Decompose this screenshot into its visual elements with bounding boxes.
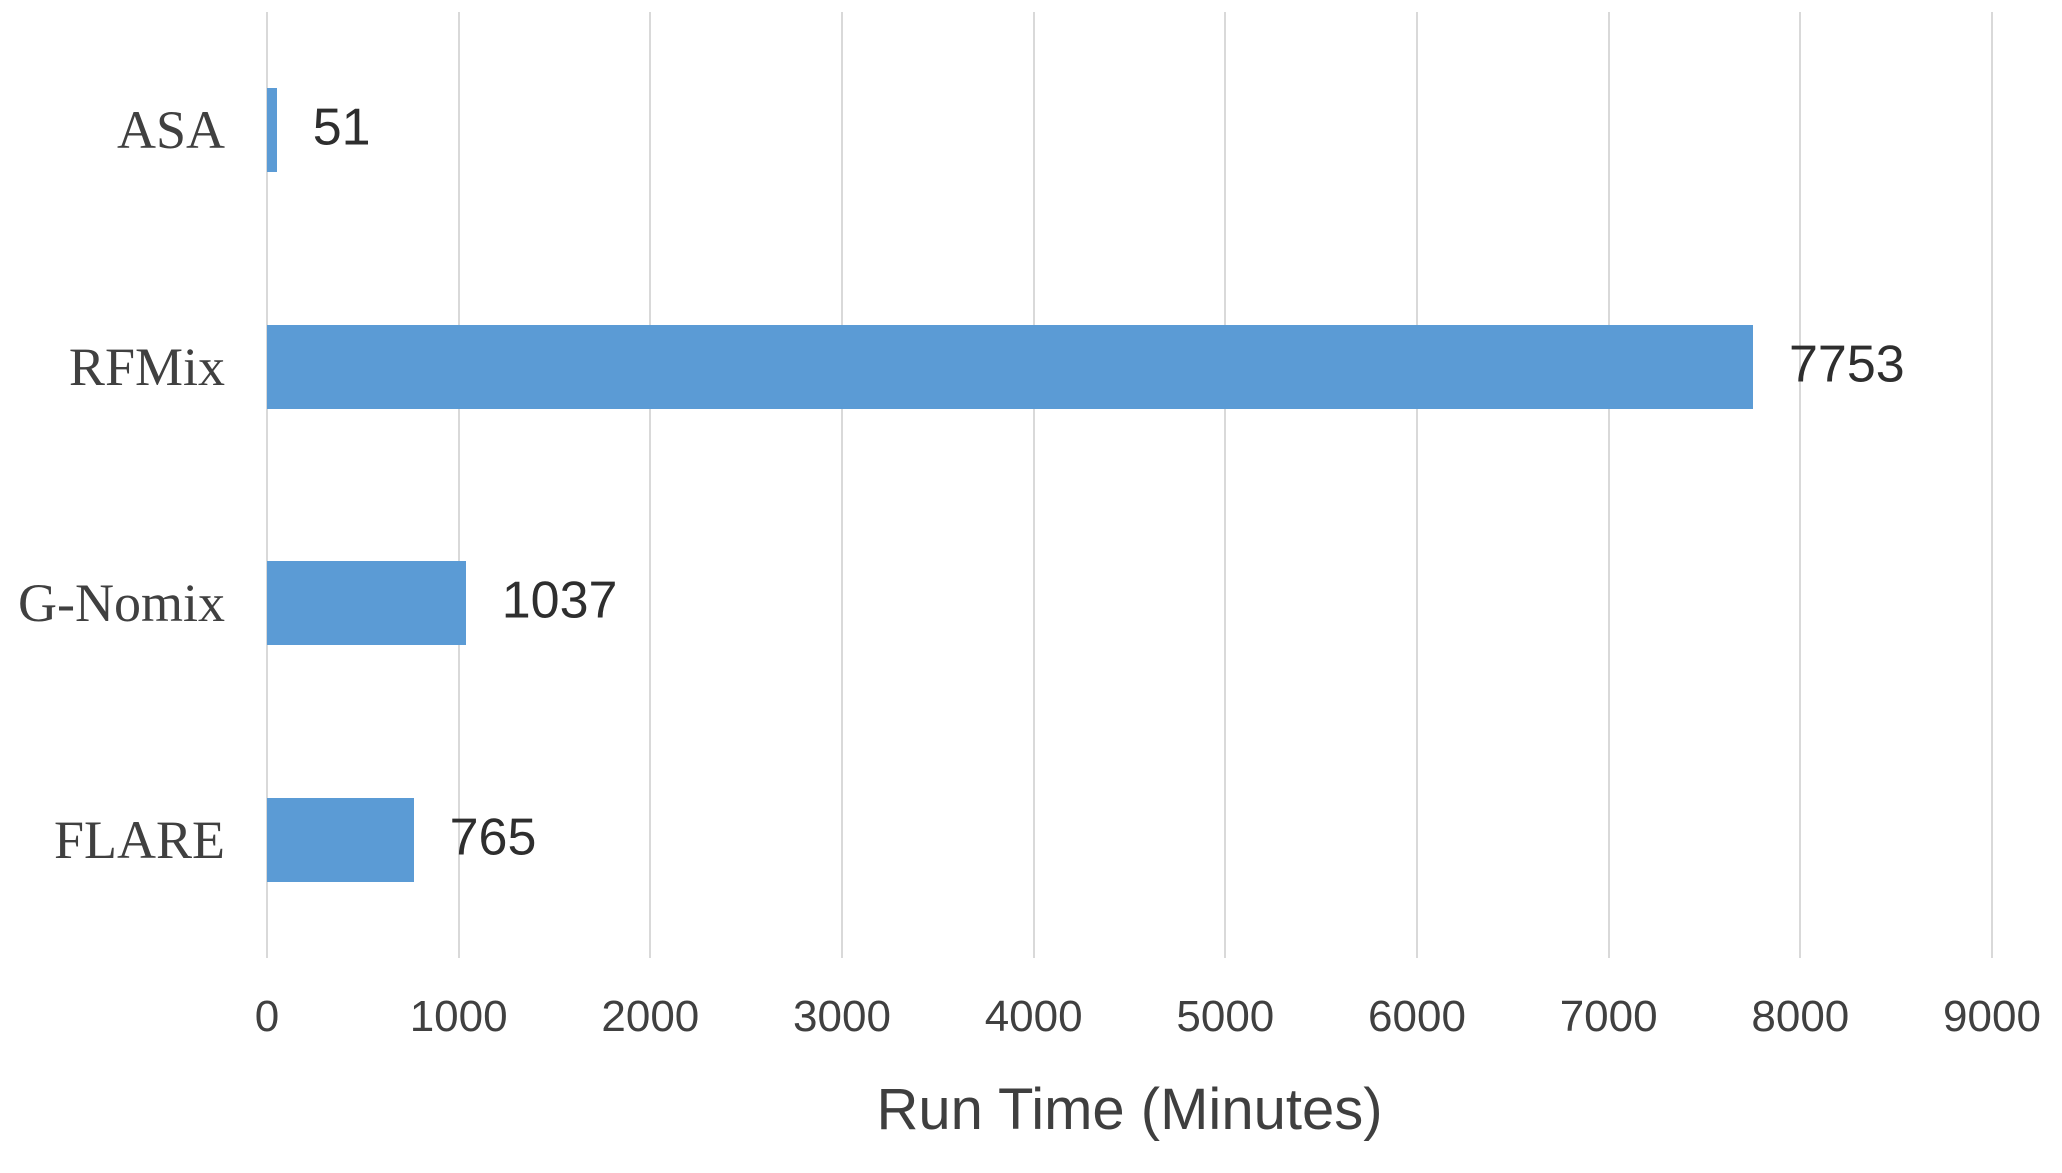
gridline-4000 xyxy=(1032,12,1035,958)
x-tick-label-7000: 7000 xyxy=(1559,992,1658,1041)
x-tick-label-8000: 8000 xyxy=(1751,992,1850,1041)
x-tick-label-1000: 1000 xyxy=(409,992,508,1041)
value-label-flare: 765 xyxy=(449,808,537,867)
x-tick-label-4000: 4000 xyxy=(984,992,1083,1041)
gridline-6000 xyxy=(1416,12,1418,958)
x-tick-label-6000: 6000 xyxy=(1368,992,1466,1041)
bar-rfmix xyxy=(267,324,1753,409)
gridline-2000 xyxy=(649,12,652,958)
x-tick-label-5000: 5000 xyxy=(1176,992,1275,1041)
gridline-3000 xyxy=(841,12,843,958)
category-label-asa: ASA xyxy=(116,100,225,161)
x-tick-label-9000: 9000 xyxy=(1943,992,2041,1041)
gridline-5000 xyxy=(1224,12,1227,958)
plot-area xyxy=(266,12,1993,958)
x-axis-title: Run Time (Minutes) xyxy=(876,1077,1383,1142)
value-label-rfmix: 7753 xyxy=(1788,335,1905,394)
x-tick-label-0: 0 xyxy=(254,992,280,1041)
gridline-8000 xyxy=(1799,12,1802,958)
category-label-g-nomix: G-Nomix xyxy=(18,573,225,634)
value-label-g-nomix: 1037 xyxy=(501,571,618,630)
gridline-1000 xyxy=(457,12,460,958)
gridline-9000 xyxy=(1991,12,1993,958)
x-tick-label-3000: 3000 xyxy=(793,992,891,1041)
x-tick-label-2000: 2000 xyxy=(601,992,700,1041)
category-label-rfmix: RFMix xyxy=(68,336,225,397)
bar-flare xyxy=(267,797,414,882)
value-label-asa: 51 xyxy=(312,98,371,157)
bar-g-nomix xyxy=(267,561,466,646)
gridline-0 xyxy=(266,12,268,958)
bar-asa xyxy=(267,88,277,173)
gridline-7000 xyxy=(1607,12,1610,958)
category-label-flare: FLARE xyxy=(53,809,225,870)
